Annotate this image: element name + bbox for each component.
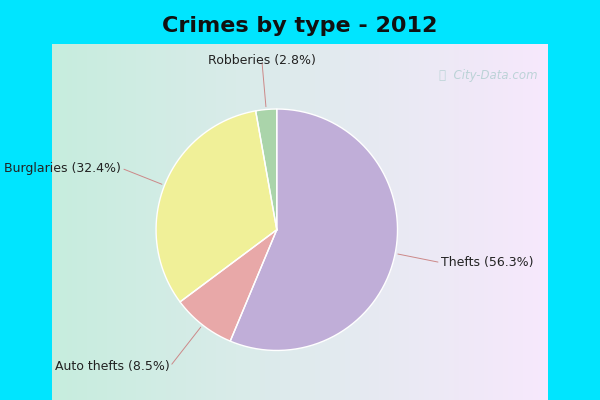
Polygon shape (230, 109, 398, 350)
Text: Auto thefts (8.5%): Auto thefts (8.5%) (55, 360, 170, 373)
Text: Robberies (2.8%): Robberies (2.8%) (208, 54, 316, 67)
Text: Burglaries (32.4%): Burglaries (32.4%) (4, 162, 121, 175)
Polygon shape (156, 111, 277, 302)
Polygon shape (256, 109, 277, 230)
Polygon shape (180, 230, 277, 341)
Text: ⓘ  City-Data.com: ⓘ City-Data.com (439, 69, 538, 82)
Text: Crimes by type - 2012: Crimes by type - 2012 (163, 16, 437, 36)
Text: Thefts (56.3%): Thefts (56.3%) (440, 256, 533, 269)
